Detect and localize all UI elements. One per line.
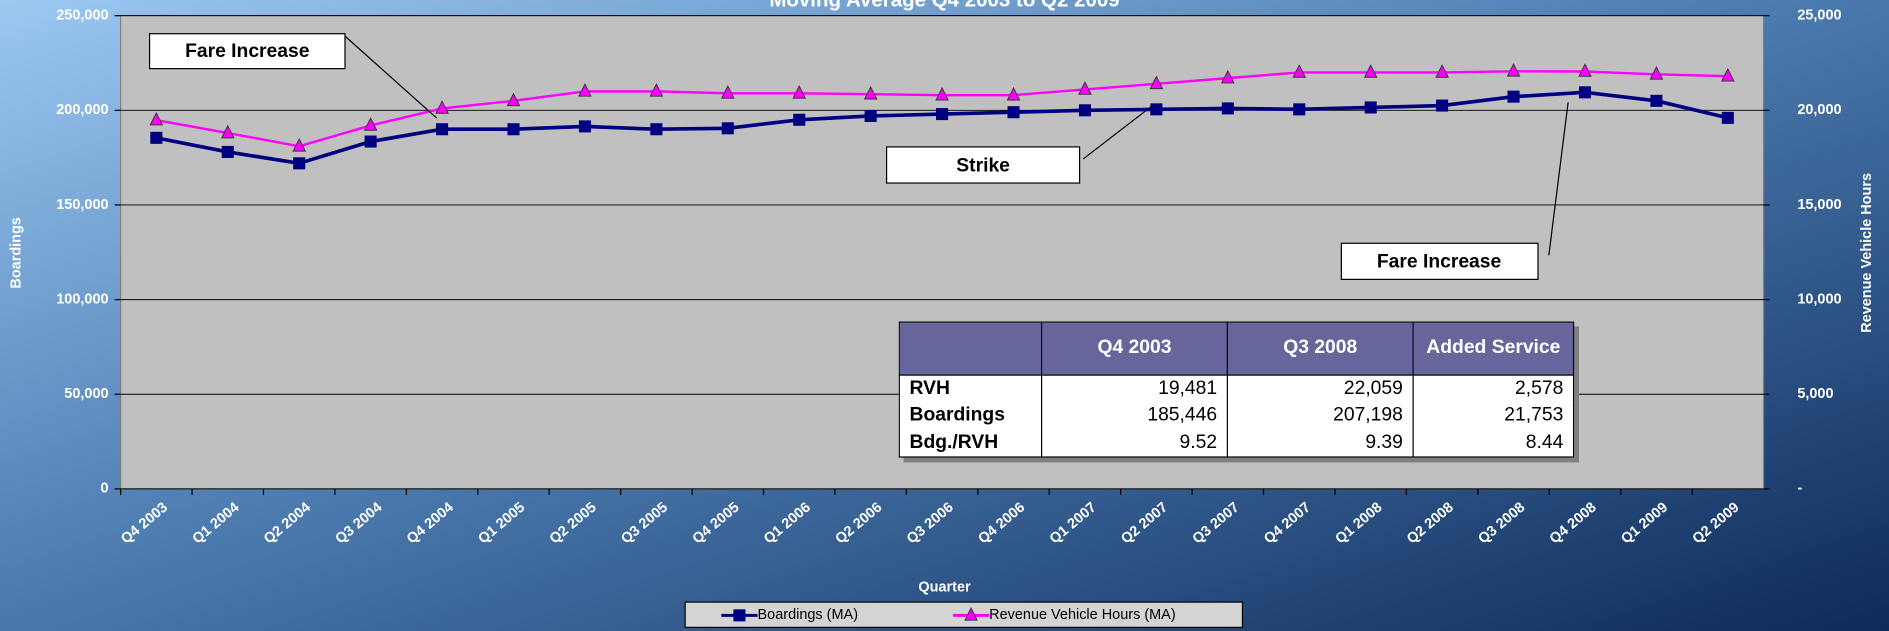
y2-tick-label: 10,000 — [1797, 291, 1841, 307]
marker — [1006, 86, 1021, 101]
marker — [1221, 102, 1234, 115]
marker — [1578, 63, 1592, 77]
marker — [578, 120, 591, 133]
marker — [650, 123, 663, 136]
x-axis-title: Quarter — [918, 579, 971, 595]
cell: 21,753 — [1412, 402, 1575, 430]
marker — [506, 92, 521, 107]
y-tick-label: 50,000 — [64, 386, 108, 402]
marker — [364, 135, 377, 148]
marker — [1506, 63, 1521, 77]
annotation-box — [148, 33, 346, 70]
marker — [1364, 101, 1377, 114]
marker — [1507, 90, 1520, 103]
y2-axis-title: Revenue Vehicle Hours — [1859, 173, 1875, 333]
legend-label: Boardings (MA) — [758, 607, 858, 623]
marker — [1578, 86, 1592, 99]
legend-marker — [964, 607, 978, 621]
table-container: Q4 2003 Q3 2008 Added Service RVH 19,481 2… — [898, 321, 1575, 458]
marker — [1721, 111, 1734, 124]
marker — [863, 85, 878, 100]
table-header: Q4 2003 — [1041, 321, 1228, 376]
row-label: Boardings — [898, 402, 1043, 430]
y-tick-label: 150,000 — [56, 197, 108, 213]
marker — [1721, 67, 1735, 82]
marker — [793, 113, 806, 126]
chart-title: Moving Average Q4 2003 to Q2 2009 — [769, 0, 1119, 12]
marker — [292, 137, 307, 152]
leader-line — [1082, 105, 1153, 160]
row-label: Bdg./RVH — [898, 429, 1043, 458]
marker — [507, 123, 520, 136]
y2-tick-label: 25,000 — [1797, 7, 1841, 23]
marker — [1363, 64, 1378, 78]
table-corner — [898, 321, 1043, 376]
marker — [1078, 81, 1092, 95]
marker — [150, 131, 163, 144]
marker — [220, 124, 235, 139]
y-tick-label: 100,000 — [56, 291, 108, 307]
annotation: Fare Increase — [185, 41, 310, 62]
cell: 185,446 — [1041, 402, 1228, 430]
marker — [1221, 69, 1235, 84]
marker — [792, 84, 807, 99]
marker — [1007, 106, 1020, 119]
summary-table: Q4 2003 Q3 2008 Added Service RVH 19,481 2… — [898, 321, 1575, 458]
cell: 8.44 — [1412, 429, 1575, 458]
marker — [1078, 104, 1091, 117]
legend-label: Revenue Vehicle Hours (MA) — [989, 607, 1176, 623]
marker — [1650, 94, 1663, 107]
y2-tick-label: 15,000 — [1797, 197, 1841, 213]
annotation-box — [1340, 242, 1539, 280]
marker — [935, 86, 949, 101]
marker — [864, 109, 877, 123]
marker — [936, 108, 949, 121]
marker — [1649, 66, 1664, 80]
marker — [435, 100, 449, 114]
marker — [1436, 99, 1449, 112]
cell: 9.39 — [1226, 429, 1414, 458]
annotations: Fare Increase Strike Fare Increase — [148, 33, 1569, 280]
cell: 22,059 — [1226, 374, 1414, 403]
cell: 19,481 — [1041, 374, 1228, 403]
annotation: Fare Increase — [1377, 252, 1502, 273]
y-axis-title: Boardings — [9, 217, 25, 288]
leader-line — [344, 35, 438, 119]
marker — [649, 83, 664, 97]
marker — [221, 145, 234, 158]
row-label: RVH — [898, 374, 1043, 403]
marker — [720, 84, 735, 99]
cell: 207,198 — [1226, 402, 1414, 430]
marker — [1292, 64, 1307, 78]
y2-tick-label: 20,000 — [1797, 102, 1841, 118]
y-tick-label: 250,000 — [56, 7, 108, 23]
y2-tick-label: 5,000 — [1797, 386, 1833, 402]
marker — [436, 123, 449, 136]
table-header: Q3 2008 — [1226, 321, 1414, 376]
marker — [1149, 75, 1164, 90]
marker — [293, 157, 306, 170]
marker — [1150, 103, 1163, 116]
table-header: Added Service — [1412, 321, 1575, 376]
y-tick-label: 0 — [101, 481, 109, 497]
marker — [1293, 103, 1306, 116]
cell: 2,578 — [1412, 374, 1575, 403]
marker — [721, 122, 734, 135]
cell: 9.52 — [1041, 429, 1228, 458]
marker — [578, 83, 592, 97]
y-tick-label: 200,000 — [56, 102, 108, 118]
legend-marker — [733, 609, 746, 622]
y2-tick-label: - — [1797, 481, 1802, 497]
annotation: Strike — [956, 155, 1010, 176]
marker — [149, 111, 164, 126]
marker — [363, 117, 378, 131]
leader-line — [1548, 102, 1569, 256]
marker — [1435, 64, 1449, 78]
annotation-box — [885, 146, 1081, 184]
